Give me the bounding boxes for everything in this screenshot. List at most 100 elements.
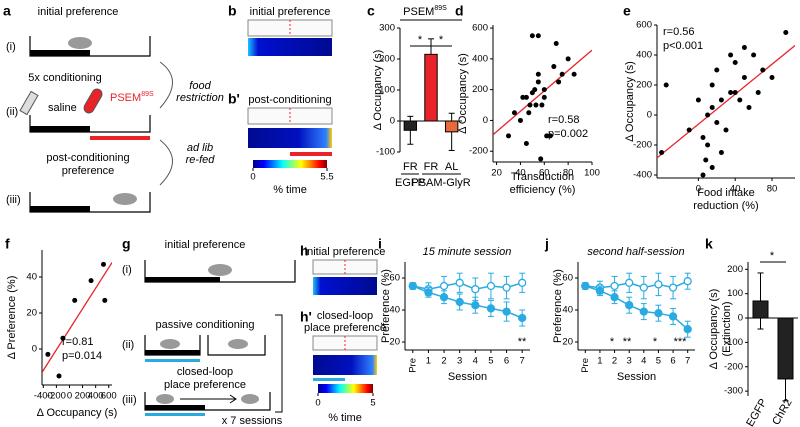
panel-letter: i (378, 236, 382, 252)
point (544, 133, 550, 139)
point (709, 105, 715, 110)
significance: * (610, 336, 615, 348)
point (714, 67, 720, 73)
x-axis-label: Food intake (697, 187, 754, 199)
step: (i) (6, 41, 16, 53)
x-tick-label: FR (403, 161, 418, 173)
point (532, 87, 538, 93)
x-tick-label: 3 (457, 356, 462, 367)
bracket (275, 314, 283, 413)
y-tick-label: 20 (389, 337, 400, 348)
label: preference (62, 165, 115, 177)
y-tick-label: 40 (389, 305, 400, 316)
x-tick-label: 40 (515, 168, 526, 179)
x-tick-label: 3 (627, 356, 632, 367)
marker (595, 286, 605, 295)
point (709, 165, 715, 170)
marker (502, 307, 511, 316)
point (553, 40, 559, 46)
marker (683, 325, 692, 334)
x-tick-label: 7 (685, 356, 690, 367)
point (523, 94, 529, 100)
step: (iii) (6, 194, 21, 206)
label: initial preference (305, 246, 386, 258)
point (526, 110, 532, 116)
point (547, 133, 553, 139)
point (541, 87, 547, 93)
point (551, 64, 557, 70)
mouse (156, 394, 174, 404)
point (746, 105, 752, 110)
point (705, 112, 711, 118)
annotation: p=0.014 (62, 350, 102, 362)
heatmap (248, 128, 332, 148)
point (718, 150, 724, 155)
marker (625, 301, 634, 310)
x-tick-label: 4 (641, 356, 646, 367)
panel-letter: c (367, 3, 375, 19)
chart-title: 15 minute session (423, 246, 512, 258)
marker (639, 283, 648, 292)
y-tick-label: 0 (32, 344, 37, 355)
y-tick-label: -400 (633, 170, 652, 181)
heatmap (313, 277, 377, 295)
chart-title: PSEM89S (403, 5, 447, 18)
y-axis-label: Δ Occupancy (s) (708, 289, 720, 370)
y-tick-label: 40 (26, 272, 37, 283)
point (556, 79, 562, 85)
point (535, 71, 541, 77)
point (732, 90, 738, 95)
x-tick-label: 200 (75, 391, 91, 402)
label: place preference (164, 379, 246, 391)
point (100, 261, 106, 267)
colorbar-tick-label: 0 (315, 398, 320, 409)
x-tick-label: 5 (488, 356, 493, 367)
x-tick-label: 60 (539, 168, 550, 179)
y-axis-label: Δ Occupancy (s) (624, 61, 636, 142)
point (755, 90, 761, 95)
y-tick-label: 400 (472, 53, 488, 64)
point (520, 94, 526, 100)
x-tick-label: 0 (67, 391, 72, 402)
point (686, 127, 692, 133)
y-axis-label: (Extinction) (721, 301, 733, 356)
mouse (113, 193, 137, 205)
point (760, 67, 766, 73)
marker (610, 293, 619, 302)
label: ad lib (187, 142, 213, 154)
x-axis-label: reduction (%) (693, 200, 758, 212)
x-tick-label: AL (445, 161, 458, 173)
arrow (159, 139, 173, 186)
x-tick-label: Pre (580, 358, 591, 373)
panel-letter: b (228, 3, 237, 19)
marker (518, 313, 527, 323)
step: (i) (122, 264, 132, 276)
label: food (189, 80, 211, 92)
y-axis-label: Preference (%) (380, 269, 392, 343)
label: initial preference (165, 239, 246, 251)
point (559, 71, 565, 77)
point (728, 90, 734, 95)
colorbar-label: % time (273, 184, 307, 196)
marker (502, 283, 511, 292)
panel-letter: d (455, 3, 464, 19)
y-tick-label: 40 (562, 305, 573, 316)
y-tick-label: -200 (724, 361, 743, 372)
y-tick-label: 60 (562, 273, 573, 284)
panel-g: g initial preference (i) passive conditi… (122, 236, 296, 427)
y-tick-label: 0 (390, 116, 395, 127)
annotation: r=0.56 (663, 26, 695, 38)
x-tick-label: 20 (491, 168, 502, 179)
point (533, 102, 539, 108)
step: (ii) (6, 106, 18, 118)
marker (610, 281, 619, 291)
point (571, 71, 577, 77)
y-tick-label: 100 (727, 288, 743, 299)
marker (455, 297, 464, 307)
point (535, 79, 541, 85)
marker (486, 304, 496, 313)
colorbar (253, 160, 327, 168)
fit-line (493, 49, 592, 136)
mouse (160, 339, 180, 349)
x-axis-label: Δ Occupancy (s) (37, 407, 118, 419)
